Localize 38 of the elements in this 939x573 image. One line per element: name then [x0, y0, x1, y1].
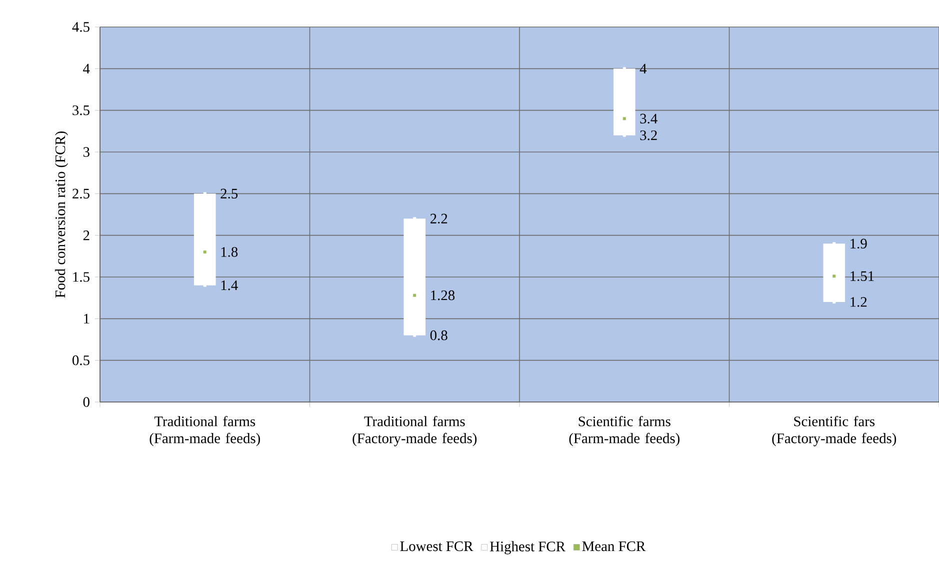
y-tick-label: 3 — [83, 147, 90, 157]
y-tick-label: 4.5 — [72, 22, 90, 32]
data-label: 1.2 — [850, 297, 867, 307]
y-tick-label: 2 — [83, 230, 90, 240]
point — [622, 117, 626, 120]
bar — [404, 218, 426, 336]
y-tick-label: 0 — [83, 397, 90, 407]
y-tick-label: 1.5 — [73, 272, 90, 282]
legend-label: Lowest FCR — [400, 541, 474, 552]
point — [203, 250, 206, 254]
x-tick-label: Traditional farms (Factory-made feeds) — [352, 416, 477, 446]
point — [413, 294, 416, 297]
data-label: 1.4 — [221, 280, 238, 290]
data-label: 1.9 — [850, 238, 867, 249]
x-tick-label: Scientific fars (Factory-made feeds) — [772, 416, 896, 446]
y-tick-label: 0.5 — [72, 355, 90, 366]
data-label: 1.28 — [431, 290, 455, 300]
point — [832, 274, 836, 278]
data-label: 4 — [640, 64, 647, 74]
y-tick-label: 4 — [83, 64, 90, 74]
bar — [194, 194, 216, 286]
data-label: 1.51 — [850, 271, 874, 282]
y-tick-label: 1 — [84, 314, 90, 324]
y-axis-title: Food conversion ratio (FCR) — [54, 131, 68, 298]
legend-label: Highest FCR — [490, 541, 566, 554]
data-label: 2.5 — [220, 188, 238, 199]
data-label: 2.2 — [430, 214, 448, 224]
bar — [823, 244, 846, 302]
data-label: 3.4 — [640, 114, 658, 124]
y-tick-label: 2.5 — [72, 188, 90, 199]
x-tick-label: Scientific farms (Farm-made feeds) — [569, 416, 680, 446]
data-label: 3.2 — [640, 130, 657, 140]
bar — [613, 68, 636, 136]
data-label: 1.8 — [221, 247, 238, 257]
y-tick-label: 3.5 — [72, 105, 90, 116]
legend-label: Mean FCR — [582, 541, 646, 552]
data-label: 0.8 — [430, 330, 448, 340]
x-tick-label: Traditional farms (Farm-made feeds) — [150, 416, 260, 446]
